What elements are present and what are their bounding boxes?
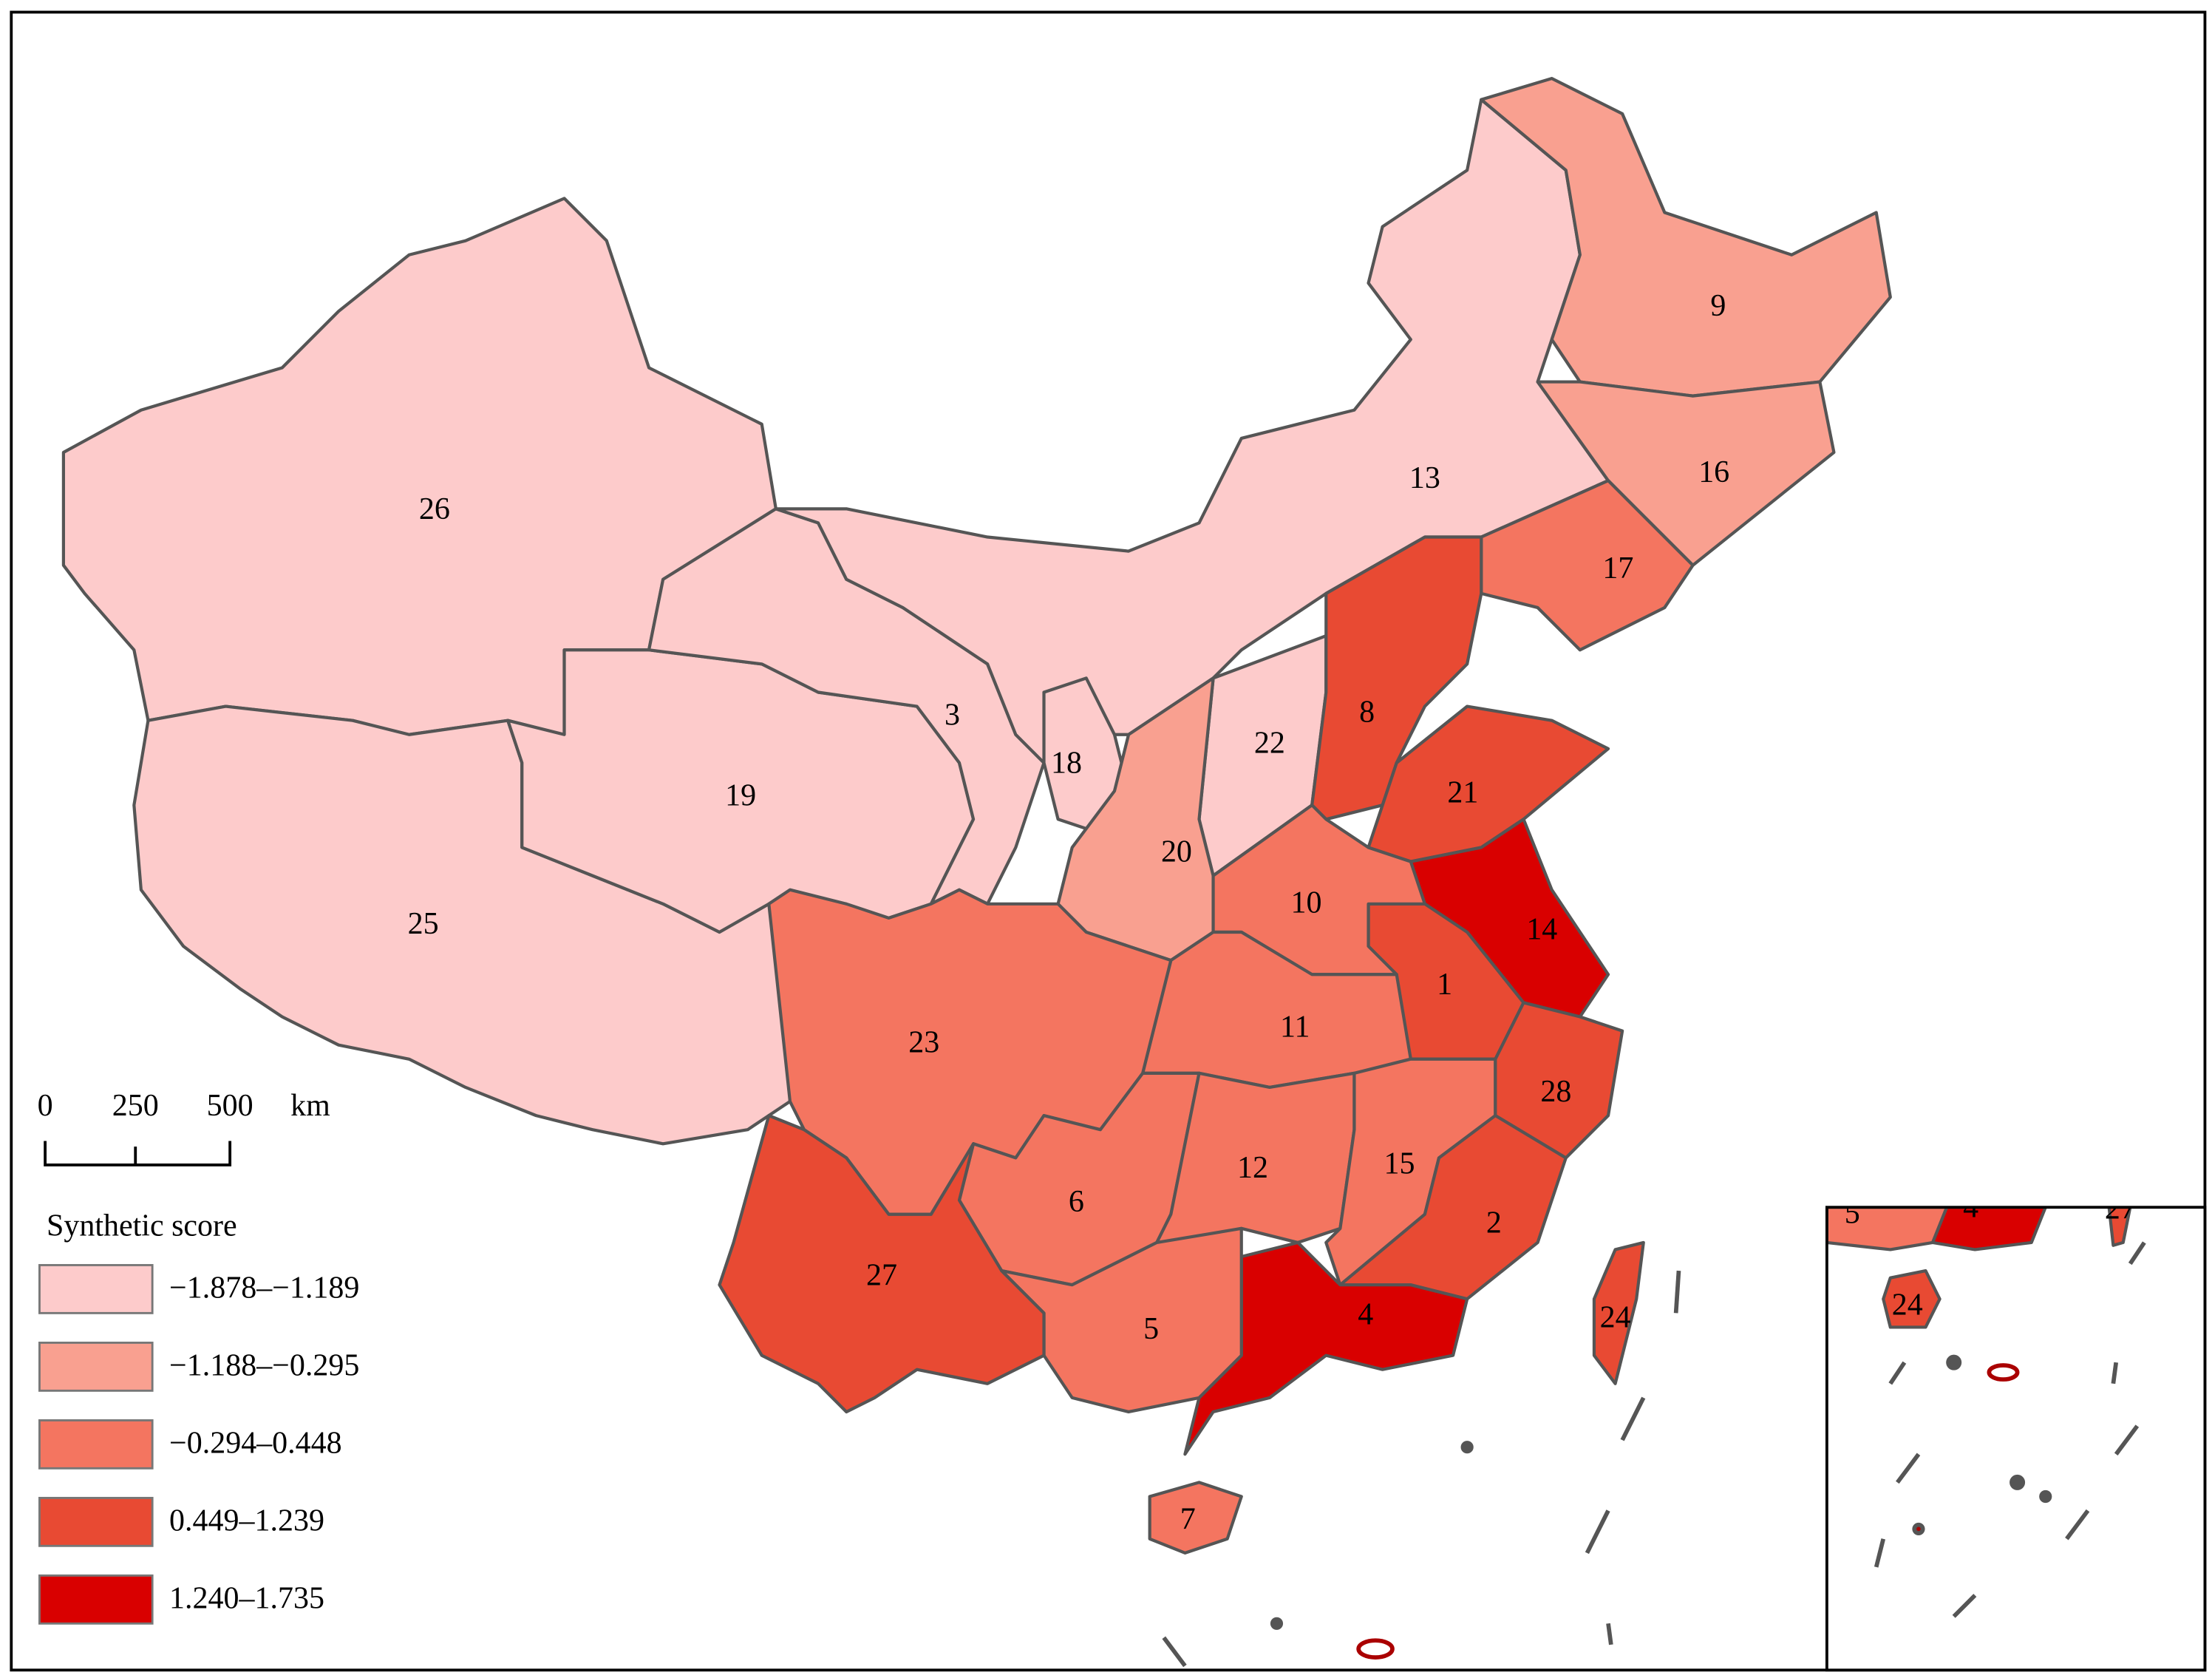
sea-dash [1162,1636,1187,1668]
province-label: 14 [1526,913,1557,947]
province-label: 20 [1161,835,1192,869]
inset-province-label: 5 [1845,1196,1860,1230]
legend-label: 1.240–1.735 [169,1581,324,1615]
sea-dash [1585,1509,1610,1555]
province [1480,77,1892,398]
legend-label: −0.294–0.448 [169,1426,342,1460]
inset-bg [1826,1207,2205,1671]
legend-title: Synthetic score [47,1209,237,1243]
province-label: 17 [1602,551,1633,585]
island [1460,1441,1474,1454]
province-label: 13 [1409,461,1440,495]
sea-dash [2111,1362,2119,1385]
scale-unit: km [290,1089,330,1123]
province-label: 12 [1237,1151,1268,1185]
province-label: 23 [908,1025,939,1059]
inset-province [1826,1207,1949,1251]
province [1183,1240,1469,1456]
province [718,1114,1046,1414]
province-label: 25 [408,907,439,941]
sea-dash [1620,1396,1646,1441]
inset-frame [1825,1206,2207,1672]
inset-labels: 5 4 24 27 [1845,1191,2136,1322]
legend-label: 0.449–1.239 [169,1504,324,1538]
legend-label: −1.188–−0.295 [169,1348,359,1382]
province-label: 21 [1447,775,1478,809]
legend-swatch [38,1496,154,1547]
sea-dash [1874,1538,1886,1568]
island [1912,1522,1925,1535]
province-label: 11 [1280,1010,1310,1044]
province-label: 26 [419,492,450,526]
province-label: 10 [1291,886,1322,920]
province-label: 2 [1486,1206,1502,1240]
inset-province-label: 4 [1963,1191,1978,1225]
province-label: 8 [1359,696,1375,730]
island [1270,1617,1284,1630]
province-label: 7 [1180,1503,1196,1537]
inset: 5 4 24 27 [1826,1191,2205,1671]
province-label: 5 [1143,1312,1159,1346]
island [2009,1474,2026,1490]
island [1946,1354,1962,1370]
regions [61,77,1892,1555]
province-label: 4 [1358,1298,1373,1332]
province-label: 24 [1600,1301,1631,1335]
scale-bar [44,1141,232,1166]
sea-dash [2065,1509,2090,1541]
sea-dash [2128,1241,2146,1266]
province-label: 18 [1051,746,1082,780]
province-label: 16 [1698,455,1729,489]
island [1987,1363,2020,1382]
province [1148,1481,1243,1555]
sea-dash [1896,1453,1921,1484]
scale-label: 250 [112,1089,159,1123]
province-label: 22 [1254,727,1285,761]
legend-swatch [38,1264,154,1314]
inset-province [2107,1207,2132,1247]
legend-swatch [38,1419,154,1470]
inset-regions [1826,1207,2132,1329]
province [1592,1240,1645,1385]
island [1356,1638,1395,1660]
scale-label: 500 [207,1089,253,1123]
sea-dash [2114,1424,2140,1455]
sea-dash [1673,1270,1681,1314]
province-label: 3 [945,698,960,732]
province-label: 19 [725,778,756,812]
province-label: 9 [1710,289,1726,323]
islands [1162,1270,1681,1668]
province-label: 27 [866,1258,897,1292]
legend: −1.878–−1.189 −1.188–−0.295 −0.294–0.448 0.… [38,1264,359,1625]
inset-province [1930,1207,2047,1251]
sea-dash [1888,1361,1907,1385]
legend-swatch [38,1342,154,1392]
legend-swatch [38,1574,154,1625]
scale-label: 0 [38,1089,53,1123]
province-label: 15 [1384,1147,1415,1181]
island [2039,1490,2052,1504]
inset-province-label: 27 [2105,1192,2136,1226]
legend-label: −1.878–−1.189 [169,1271,359,1305]
sea-dash [1606,1623,1613,1645]
sea-dash [1952,1594,1977,1618]
inset-province [1882,1268,1942,1329]
province-label: 6 [1069,1185,1084,1219]
province-label: 28 [1540,1075,1571,1109]
province-label: 1 [1437,968,1452,1002]
inset-province-label: 24 [1892,1288,1923,1322]
